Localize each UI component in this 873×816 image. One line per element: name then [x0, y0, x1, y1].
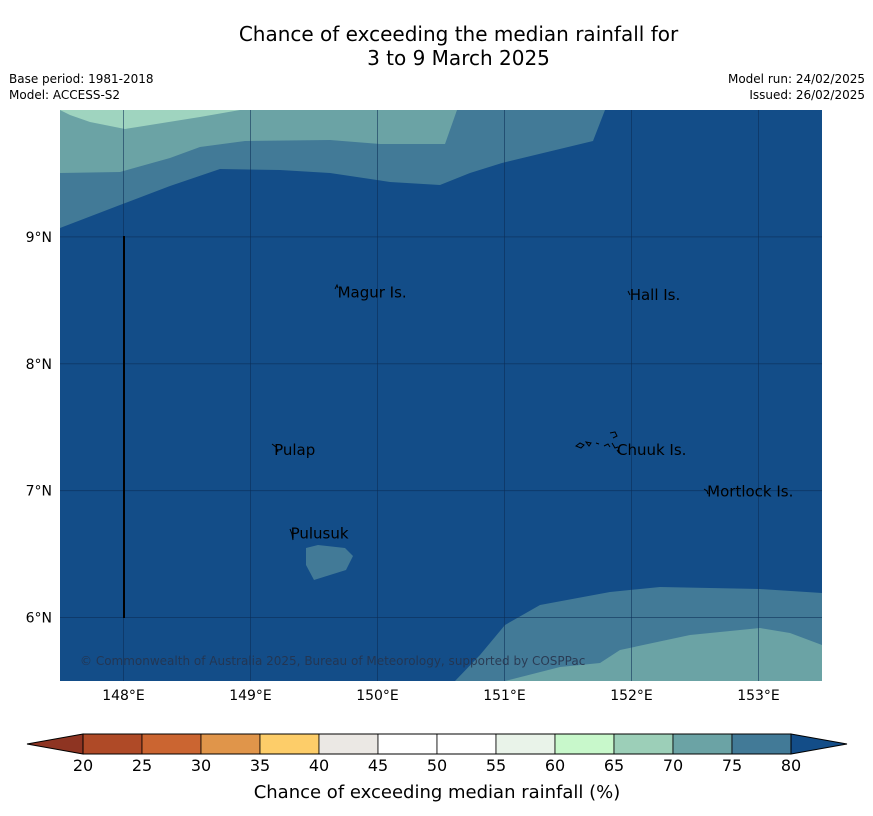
magur-island-shape — [334, 283, 339, 290]
lat-tick-label: 9°N — [26, 230, 52, 246]
place-label: Pulusuk — [291, 525, 349, 543]
band-light-top — [60, 110, 240, 129]
lon-tick-labels: 148°E 149°E 150°E 151°E 152°E 153°E — [102, 688, 780, 704]
place-label: Chuuk Is. — [617, 441, 686, 459]
colorbar-tick-label: 75 — [722, 756, 742, 775]
place-label: Magur Is. — [338, 283, 407, 301]
place-label: Pulap — [274, 441, 315, 459]
chuuk-lagoon-islands — [574, 431, 620, 454]
base-period: Base period: 1981-2018 — [9, 72, 154, 86]
colorbar-segment — [672, 733, 733, 755]
colorbar-tick-label: 20 — [73, 756, 93, 775]
lon-tick-label: 152°E — [610, 688, 653, 704]
lat-tick-label: 7°N — [26, 484, 52, 500]
colorbar-segment — [318, 733, 379, 755]
chart-title: Chance of exceeding the median rainfall … — [0, 22, 873, 70]
colorbar-tick-label: 35 — [250, 756, 270, 775]
title-line-1: Chance of exceeding the median rainfall … — [238, 22, 679, 46]
colorbar-tick-label: 55 — [486, 756, 506, 775]
colorbar-segment — [613, 733, 674, 755]
model-name: Model: ACCESS-S2 — [9, 88, 121, 102]
colorbar-segment — [554, 733, 615, 755]
meta-left: Base period: 1981-2018 Model: ACCESS-S2 — [9, 71, 154, 103]
lon-tick-label: 153°E — [737, 688, 780, 704]
colorbar-outline — [82, 733, 792, 755]
colorbar-tick-label: 50 — [427, 756, 447, 775]
colorbar-segment — [259, 733, 320, 755]
band-mid-bottom — [505, 628, 822, 681]
model-run: Model run: 24/02/2025 — [727, 72, 865, 86]
colorbar-segment — [141, 733, 202, 755]
band-mid-top — [60, 110, 457, 173]
lat-tick-label: 6°N — [26, 611, 52, 627]
mortlock-island-shape — [703, 488, 709, 495]
colorbar-tick-label: 60 — [545, 756, 565, 775]
lon-tick-label: 151°E — [483, 688, 526, 704]
colorbar-segment — [200, 733, 261, 755]
colorbar-title: Chance of exceeding median rainfall (%) — [254, 782, 621, 803]
hall-island-shape — [627, 290, 631, 296]
colorbar-tick-labels: 20 25 30 35 40 45 50 55 60 65 70 75 80 — [73, 756, 801, 775]
colorbar-tick-label: 30 — [191, 756, 211, 775]
map-area: Magur Is. Hall Is. Pulap Chuuk Is. Mortlock … — [60, 110, 822, 681]
band-dark-blob — [306, 545, 353, 580]
lon-tick-label: 148°E — [102, 688, 145, 704]
lon-tick-label: 150°E — [356, 688, 399, 704]
colorbar-tick-label: 65 — [604, 756, 624, 775]
colorbar-segment — [82, 733, 143, 755]
place-label: Hall Is. — [630, 286, 681, 304]
place-labels: Magur Is. Hall Is. Pulap Chuuk Is. Mortlock … — [274, 283, 793, 542]
copyright-notice: © Commonwealth of Australia 2025, Bureau… — [80, 654, 585, 668]
island-shapes — [271, 283, 709, 541]
issued-date: Issued: 26/02/2025 — [749, 88, 865, 102]
pulusuk-island-shape — [289, 528, 294, 541]
band-deep — [60, 110, 822, 681]
gridlines — [60, 110, 822, 681]
colorbar-tick-label: 80 — [781, 756, 801, 775]
colorbar-segment — [436, 733, 497, 755]
colorbar-segment — [731, 733, 792, 755]
lat-tick-label: 8°N — [26, 357, 52, 373]
colorbar-high-extend — [790, 733, 848, 755]
colorbar-tick-label: 25 — [132, 756, 152, 775]
lon-tick-label: 149°E — [229, 688, 272, 704]
colorbar-tick-label: 70 — [663, 756, 683, 775]
colorbar-segment — [377, 733, 438, 755]
colorbar-tick-label: 40 — [309, 756, 329, 775]
title-line-2: 3 to 9 March 2025 — [367, 46, 550, 70]
colorbar-segment — [495, 733, 556, 755]
colorbar-segments — [82, 733, 792, 755]
colorbar-low-extend — [26, 733, 84, 755]
colorbar-tick-label: 45 — [368, 756, 388, 775]
meta-right: Model run: 24/02/2025 Issued: 26/02/2025 — [728, 71, 865, 103]
colorbar: 20 25 30 35 40 45 50 55 60 65 70 75 80 Chance of exc… — [26, 733, 848, 803]
pulap-island-shape — [271, 443, 279, 453]
lat-tick-labels: 9°N 8°N 7°N 6°N — [26, 230, 52, 627]
place-label: Mortlock Is. — [707, 483, 793, 501]
